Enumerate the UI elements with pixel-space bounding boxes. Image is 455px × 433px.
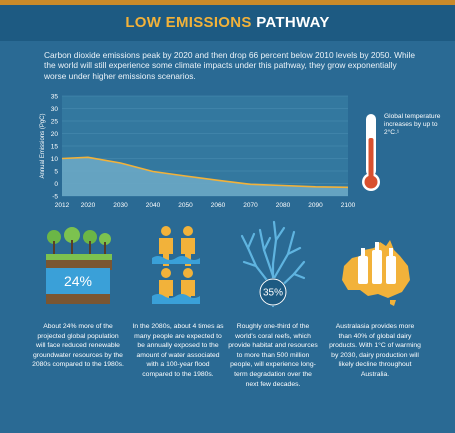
x-tick-label: 2080 [276, 202, 291, 209]
top-stripe [0, 0, 455, 5]
x-tick-label: 2030 [113, 202, 128, 209]
x-tick-label: 2012 [55, 202, 70, 209]
y-tick-label: 10 [51, 156, 59, 163]
title-rest: PATHWAY [256, 14, 330, 31]
y-tick-label: 0 [54, 181, 58, 188]
page-title: LOW EMISSIONS PATHWAY [0, 14, 455, 31]
y-tick-label: 30 [51, 106, 59, 113]
intro-text: Carbon dioxide emissions peak by 2020 an… [44, 50, 416, 81]
title-accent: LOW EMISSIONS [125, 14, 252, 31]
groundwater-percent-badge: 24% [46, 268, 110, 294]
flood-caption: In the 2080s, about 4 times as many peop… [132, 323, 224, 378]
y-axis-label: Annual Emissions (PgC) [40, 113, 46, 178]
y-tick-label: 5 [54, 169, 58, 176]
thermometer-label: Global temperature increases by up to 2°… [384, 113, 441, 136]
coral-percent-badge: 35% [259, 278, 287, 306]
x-tick-label: 2100 [341, 202, 356, 209]
x-tick-label: 2070 [243, 202, 258, 209]
x-tick-label: 2040 [146, 202, 161, 209]
coral-caption: Roughly one-third of the world's coral r… [228, 323, 318, 388]
x-tick-label: 2090 [308, 202, 323, 209]
trees-groundwater-icon [46, 227, 112, 270]
title-bar [0, 5, 455, 41]
australia-dairy-icon [342, 240, 410, 306]
coral-percent-text: 35% [263, 288, 283, 299]
emissions-chart: 35 30 25 20 15 10 5 0 -5 2012 2020 2030 2040 2050 206… [40, 94, 356, 210]
thermometer-icon [362, 114, 380, 191]
y-tick-labels: 35 30 25 20 15 10 5 0 -5 [51, 94, 59, 201]
soil-layer-icon [46, 294, 110, 304]
y-tick-label: 25 [51, 119, 59, 126]
people-flood-icon [152, 226, 200, 304]
x-tick-label: 2020 [81, 202, 96, 209]
y-tick-label: 20 [51, 131, 59, 138]
x-tick-label: 2060 [211, 202, 226, 209]
groundwater-caption: About 24% more of the projected global p… [32, 323, 124, 369]
x-tick-labels: 2012 2020 2030 2040 2050 2060 2070 2080 2090 2100 [55, 202, 356, 209]
dairy-caption: Australasia provides more than 40% of gl… [329, 323, 421, 378]
emissions-line [61, 156, 349, 189]
y-tick-label: 35 [51, 94, 59, 101]
y-tick-label: -5 [52, 194, 58, 201]
x-tick-label: 2050 [178, 202, 193, 209]
y-tick-label: 15 [51, 144, 59, 151]
